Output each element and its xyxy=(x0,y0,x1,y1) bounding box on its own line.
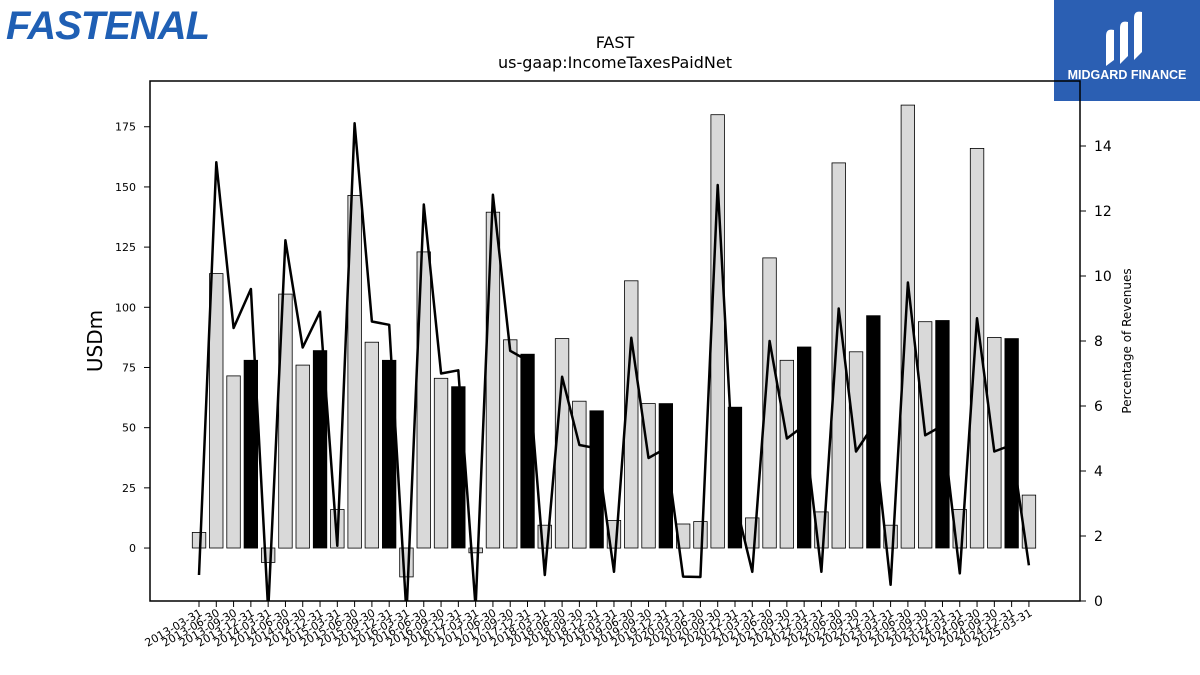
y-axis-right: 0 2 4 6 8 10 12 14 xyxy=(1080,139,1112,610)
bar-2016-09-30 xyxy=(433,377,449,549)
bar-2013-09-30 xyxy=(226,375,241,549)
y2-tick-label: 6 xyxy=(1094,399,1103,415)
bar-2017-06-30 xyxy=(485,211,501,549)
y2-tick-label: 14 xyxy=(1094,139,1112,155)
bar-2024-12-31 xyxy=(1004,338,1019,549)
y2-tick-label: 2 xyxy=(1094,529,1103,545)
y2-tick-label: 8 xyxy=(1094,334,1103,350)
bar-2013-12-31 xyxy=(243,359,259,549)
bar-2021-06-30 xyxy=(762,257,777,549)
bar-2021-12-31 xyxy=(797,346,812,549)
bar-2017-03-31 xyxy=(468,547,483,554)
bar-2015-09-30 xyxy=(364,341,380,549)
midgard-mark-icon xyxy=(1106,11,1142,67)
chart-subtitle: us-gaap:IncomeTaxesPaidNet xyxy=(498,53,732,72)
y2-axis-label: Percentage of Revenues xyxy=(1120,268,1134,413)
y-tick-label: 25 xyxy=(122,482,136,495)
y-tick-label: 150 xyxy=(115,181,136,194)
percentage-line xyxy=(197,122,1031,601)
bar-2015-06-30 xyxy=(347,194,362,549)
y2-tick-label: 10 xyxy=(1094,269,1112,285)
bar-2016-06-30 xyxy=(416,251,431,549)
x-axis: 2013-03-312013-06-302013-09-302013-12-31… xyxy=(143,601,1034,650)
y-tick-label: 75 xyxy=(122,361,136,374)
bar-2013-06-30 xyxy=(209,273,224,549)
bar-2019-12-31 xyxy=(658,403,673,549)
bar-2014-09-30 xyxy=(295,364,310,549)
y-axis-left: 0 25 50 75 100 125 150 175 xyxy=(115,121,150,555)
bar-series xyxy=(191,104,1037,578)
bar-2023-06-30 xyxy=(900,104,915,549)
y2-tick-label: 12 xyxy=(1094,204,1112,220)
bar-2014-06-30 xyxy=(278,293,293,549)
bar-2021-09-30 xyxy=(779,359,794,549)
y2-tick-label: 4 xyxy=(1094,464,1103,480)
y2-tick-label: 0 xyxy=(1094,594,1103,610)
bar-2018-12-31 xyxy=(589,410,604,549)
y-tick-label: 0 xyxy=(129,542,136,555)
y-tick-label: 100 xyxy=(115,301,136,314)
y-axis-label: USDm xyxy=(83,310,107,372)
bar-2017-09-30 xyxy=(503,339,518,549)
bar-2017-12-31 xyxy=(520,353,535,549)
y-tick-label: 175 xyxy=(115,121,136,134)
bar-2020-06-30 xyxy=(693,521,708,549)
midgard-finance-logo: MIDGARD FINANCE xyxy=(1054,0,1200,101)
fastenal-logo: FASTENAL xyxy=(6,4,210,48)
bar-2024-06-30 xyxy=(969,147,985,549)
line-series xyxy=(197,122,1031,601)
plot-frame xyxy=(149,80,1081,602)
y-tick-label: 125 xyxy=(115,241,136,254)
chart-title: FAST xyxy=(596,33,635,52)
y-tick-label: 50 xyxy=(122,422,136,435)
bar-2014-03-31 xyxy=(260,547,276,563)
bar-2018-09-30 xyxy=(572,400,587,549)
bar-2020-09-30 xyxy=(710,114,725,549)
bar-2014-12-31 xyxy=(312,350,328,549)
midgard-finance-text: MIDGARD FINANCE xyxy=(1067,68,1187,82)
bar-2016-12-31 xyxy=(451,386,466,549)
